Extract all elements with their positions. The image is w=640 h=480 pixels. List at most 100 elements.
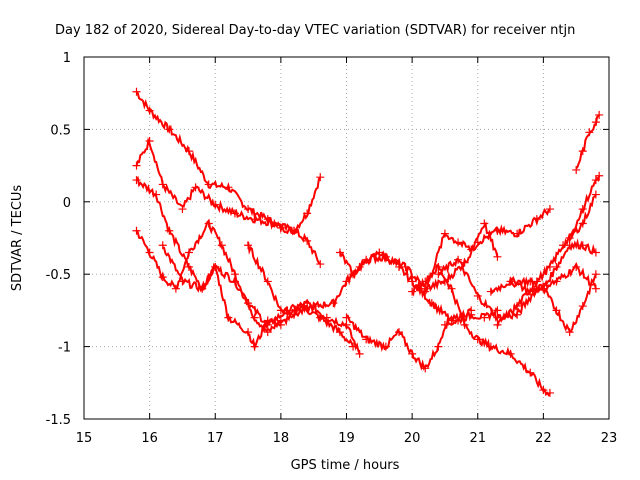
x-tick-label: 21: [469, 431, 486, 446]
series-line: [135, 136, 321, 265]
data-point: [493, 252, 502, 261]
y-tick-label: 0: [63, 196, 71, 211]
data-point: [493, 320, 502, 329]
series-track-12: [434, 255, 600, 323]
data-point: [408, 287, 417, 296]
data-point: [591, 248, 600, 257]
data-point: [454, 255, 463, 264]
data-point: [244, 205, 253, 214]
x-tick-label: 19: [338, 431, 355, 446]
series-line: [568, 175, 601, 242]
data-point: [591, 284, 600, 293]
series-track-10: [421, 219, 502, 296]
data-point: [532, 277, 541, 286]
data-point: [585, 128, 594, 137]
data-point: [355, 349, 364, 358]
x-tick-label: 16: [141, 431, 158, 446]
data-point: [506, 349, 515, 358]
data-point: [244, 328, 253, 337]
plot-frame: [83, 56, 610, 420]
data-point: [454, 316, 463, 325]
data-point: [132, 87, 141, 96]
data-point: [185, 262, 193, 271]
data-point: [145, 106, 154, 115]
data-point: [434, 342, 443, 351]
data-point: [572, 262, 581, 271]
data-point: [211, 262, 220, 271]
data-point: [467, 310, 476, 319]
data-point: [270, 219, 279, 228]
data-point: [381, 342, 390, 351]
series-line: [135, 175, 361, 355]
data-point: [552, 277, 561, 286]
data-point: [473, 335, 482, 344]
data-point: [408, 349, 417, 358]
y-tick-label: -1: [58, 341, 71, 356]
series-line: [509, 273, 597, 333]
data-point: [198, 284, 207, 293]
x-tick-label: 23: [601, 431, 618, 446]
data-point: [460, 320, 469, 329]
series-track-15: [572, 110, 604, 174]
data-point: [467, 245, 476, 254]
data-point: [165, 226, 174, 235]
data-point: [539, 284, 548, 293]
x-axis-label: GPS time / hours: [291, 458, 400, 473]
x-tick-label: 18: [273, 431, 290, 446]
data-point: [211, 200, 220, 209]
series-line: [411, 264, 551, 397]
data-point: [204, 180, 213, 189]
series-track-9: [408, 262, 554, 397]
data-point: [578, 219, 587, 228]
data-point: [526, 368, 535, 377]
series-line: [496, 194, 597, 327]
data-point: [290, 226, 298, 235]
data-point: [595, 171, 604, 180]
data-point: [565, 328, 574, 337]
data-point: [591, 190, 600, 199]
data-point: [513, 310, 522, 319]
data-point: [224, 183, 233, 192]
data-point: [132, 176, 141, 185]
data-point: [559, 241, 568, 250]
data-point: [132, 161, 141, 170]
data-point: [473, 291, 482, 300]
data-point: [303, 236, 312, 245]
series-track-5: [158, 241, 358, 351]
y-tick-label: 1: [63, 51, 71, 66]
x-tick-label: 15: [76, 431, 93, 446]
series-track-2: [132, 136, 325, 269]
series-track-14: [506, 270, 600, 337]
data-point: [250, 215, 259, 224]
data-point: [335, 248, 344, 257]
data-point: [263, 316, 272, 325]
data-point: [244, 299, 253, 308]
data-point: [335, 328, 344, 337]
data-point: [578, 205, 587, 214]
data-point: [158, 180, 167, 189]
data-point: [191, 183, 200, 192]
data-point: [545, 262, 554, 271]
data-point: [158, 273, 167, 282]
y-tick-label: -1.5: [46, 413, 71, 428]
data-point: [158, 241, 167, 250]
data-point: [230, 270, 239, 279]
data-series: [132, 87, 604, 397]
data-point: [493, 226, 502, 235]
data-point: [316, 173, 325, 182]
data-point: [526, 287, 535, 296]
data-point: [591, 176, 600, 185]
axis-ticks: 15 16 17 18 19 20 21 22 23 -1.5 -1 -0.5 0 0.5 1: [46, 51, 618, 446]
data-point: [595, 110, 604, 119]
data-point: [421, 364, 430, 373]
y-tick-label: -0.5: [46, 268, 71, 283]
data-point: [545, 388, 554, 397]
data-point: [427, 299, 436, 308]
data-point: [342, 320, 351, 329]
series-track-8: [342, 306, 502, 373]
data-point: [230, 209, 239, 218]
data-point: [381, 252, 390, 261]
data-point: [250, 313, 259, 322]
data-point: [145, 136, 154, 145]
